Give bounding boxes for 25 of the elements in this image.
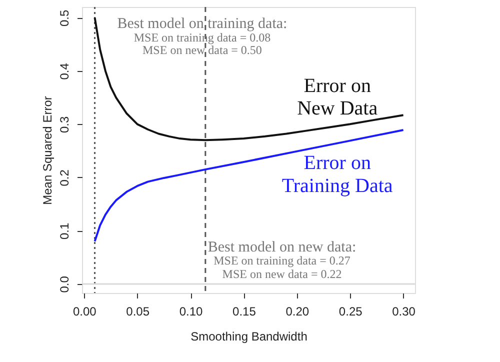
annotation: MSE on new data = 0.22	[222, 266, 342, 281]
x-axis-title: Smoothing Bandwidth	[190, 330, 308, 344]
line-series	[94, 16, 404, 142]
annotation: Best model on new data:	[208, 240, 356, 256]
series-label: Error on Training Data	[282, 152, 393, 197]
x-tick-label: 0.20	[286, 304, 310, 318]
annotation: MSE on training data = 0.27	[214, 254, 350, 268]
annotation: MSE on training data = 0.08	[134, 30, 271, 44]
y-tick-label: 0.0	[58, 276, 72, 293]
y-tick-label: 0.2	[58, 169, 72, 186]
y-axis-title: Mean Squared Error	[40, 96, 54, 205]
x-tick-label: 0.30	[392, 304, 416, 318]
y-tick-label: 0.3	[58, 116, 72, 134]
x-tick-label: 0.05	[126, 304, 150, 318]
series-label: Error on New Data	[297, 74, 378, 120]
x-tick-label: 0.15	[232, 304, 256, 318]
y-tick-label: 0.4	[58, 62, 72, 80]
y-tick-label: 0.5	[58, 9, 72, 26]
x-tick-label: 0.10	[179, 304, 204, 318]
y-tick-label: 0.1	[58, 222, 72, 240]
x-tick-label: 0.00	[72, 304, 97, 318]
annotation: MSE on new data = 0.50	[142, 43, 262, 58]
x-tick-label: 0.25	[338, 304, 363, 318]
line-series	[94, 129, 404, 242]
annotation: Best model on training data:	[117, 16, 288, 32]
